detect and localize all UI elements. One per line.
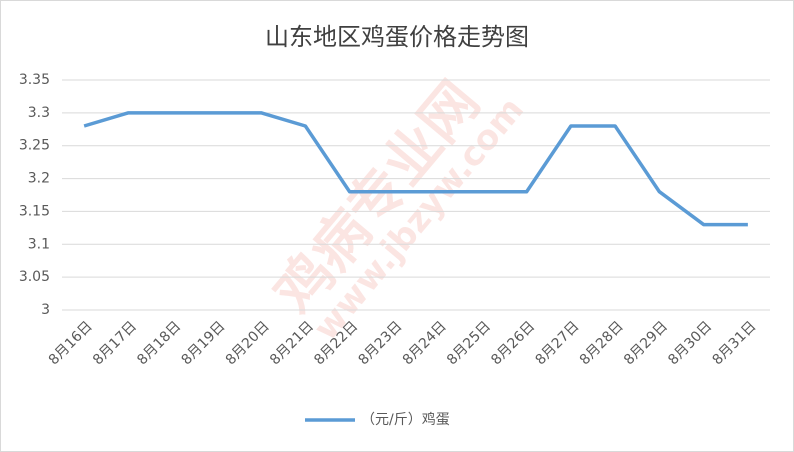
y-tick-label: 3.2	[28, 171, 50, 187]
y-tick-label: 3.15	[19, 203, 50, 219]
legend-label: （元/斤）鸡蛋	[361, 411, 450, 428]
y-tick-label: 3.3	[28, 105, 50, 121]
y-tick-label: 3.35	[19, 72, 50, 88]
y-tick-label: 3	[41, 302, 50, 318]
y-tick-label: 3.1	[28, 236, 50, 252]
y-tick-label: 3.25	[19, 138, 50, 154]
series-line	[83, 111, 748, 227]
y-tick-label: 3.05	[19, 269, 50, 285]
chart-title: 山东地区鸡蛋价格走势图	[265, 23, 529, 51]
